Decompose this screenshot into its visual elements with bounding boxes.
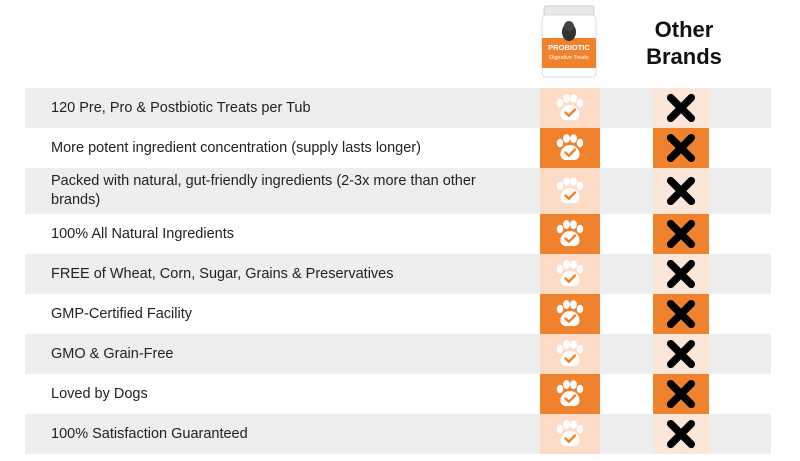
ours-cell	[540, 214, 600, 254]
paw-check-icon	[555, 260, 585, 288]
table-row: GMO & Grain-Free	[25, 334, 771, 374]
x-mark-icon	[666, 259, 696, 289]
other-brands-line-2: Brands	[646, 44, 722, 69]
table-row: 100% Satisfaction Guaranteed	[25, 414, 771, 454]
other-brands-heading: Other Brands	[636, 16, 732, 70]
row-label: FREE of Wheat, Corn, Sugar, Grains & Pre…	[51, 265, 394, 282]
row-label: 100% All Natural Ingredients	[51, 225, 234, 242]
table-row: 100% All Natural Ingredients	[25, 214, 771, 254]
ours-cell	[540, 168, 600, 214]
comparison-table: 120 Pre, Pro & Postbiotic Treats per Tub…	[25, 88, 771, 454]
row-label: 120 Pre, Pro & Postbiotic Treats per Tub	[51, 99, 311, 116]
x-mark-icon	[666, 419, 696, 449]
theirs-cell	[653, 88, 709, 128]
header: PROBIOTIC Digestive Treats Other Brands	[0, 0, 800, 88]
paw-check-icon	[555, 94, 585, 122]
x-mark-icon	[666, 339, 696, 369]
other-brands-line-1: Other	[654, 17, 714, 42]
x-mark-icon	[666, 299, 696, 329]
product-label-sub: Digestive Treats	[549, 55, 589, 61]
row-label: Packed with natural, gut-friendly ingred…	[51, 173, 476, 208]
x-mark-icon	[666, 93, 696, 123]
ours-cell	[540, 294, 600, 334]
table-row: FREE of Wheat, Corn, Sugar, Grains & Pre…	[25, 254, 771, 294]
row-label: 100% Satisfaction Guaranteed	[51, 425, 248, 442]
theirs-cell	[653, 414, 709, 454]
theirs-cell	[653, 214, 709, 254]
table-row: More potent ingredient concentration (su…	[25, 128, 771, 168]
x-mark-icon	[666, 379, 696, 409]
x-mark-icon	[666, 176, 696, 206]
product-tub-image: PROBIOTIC Digestive Treats	[530, 2, 608, 82]
row-label: More potent ingredient concentration (su…	[51, 139, 421, 156]
theirs-cell	[653, 334, 709, 374]
paw-check-icon	[555, 134, 585, 162]
theirs-cell	[653, 254, 709, 294]
theirs-cell	[653, 294, 709, 334]
paw-check-icon	[555, 380, 585, 408]
table-row: Loved by Dogs	[25, 374, 771, 414]
product-label-main: PROBIOTIC	[548, 43, 590, 52]
theirs-cell	[653, 168, 709, 214]
ours-cell	[540, 374, 600, 414]
table-row: 120 Pre, Pro & Postbiotic Treats per Tub	[25, 88, 771, 128]
row-label: GMP-Certified Facility	[51, 305, 192, 322]
ours-cell	[540, 414, 600, 454]
x-mark-icon	[666, 219, 696, 249]
theirs-cell	[653, 374, 709, 414]
theirs-cell	[653, 128, 709, 168]
paw-check-icon	[555, 300, 585, 328]
paw-check-icon	[555, 340, 585, 368]
x-mark-icon	[666, 133, 696, 163]
ours-cell	[540, 334, 600, 374]
row-label: Loved by Dogs	[51, 385, 148, 402]
paw-check-icon	[555, 220, 585, 248]
paw-check-icon	[555, 420, 585, 448]
ours-cell	[540, 88, 600, 128]
ours-cell	[540, 128, 600, 168]
table-row: GMP-Certified Facility	[25, 294, 771, 334]
table-row: Packed with natural, gut-friendly ingred…	[25, 168, 771, 214]
ours-cell	[540, 254, 600, 294]
paw-check-icon	[555, 177, 585, 205]
row-label: GMO & Grain-Free	[51, 345, 174, 362]
